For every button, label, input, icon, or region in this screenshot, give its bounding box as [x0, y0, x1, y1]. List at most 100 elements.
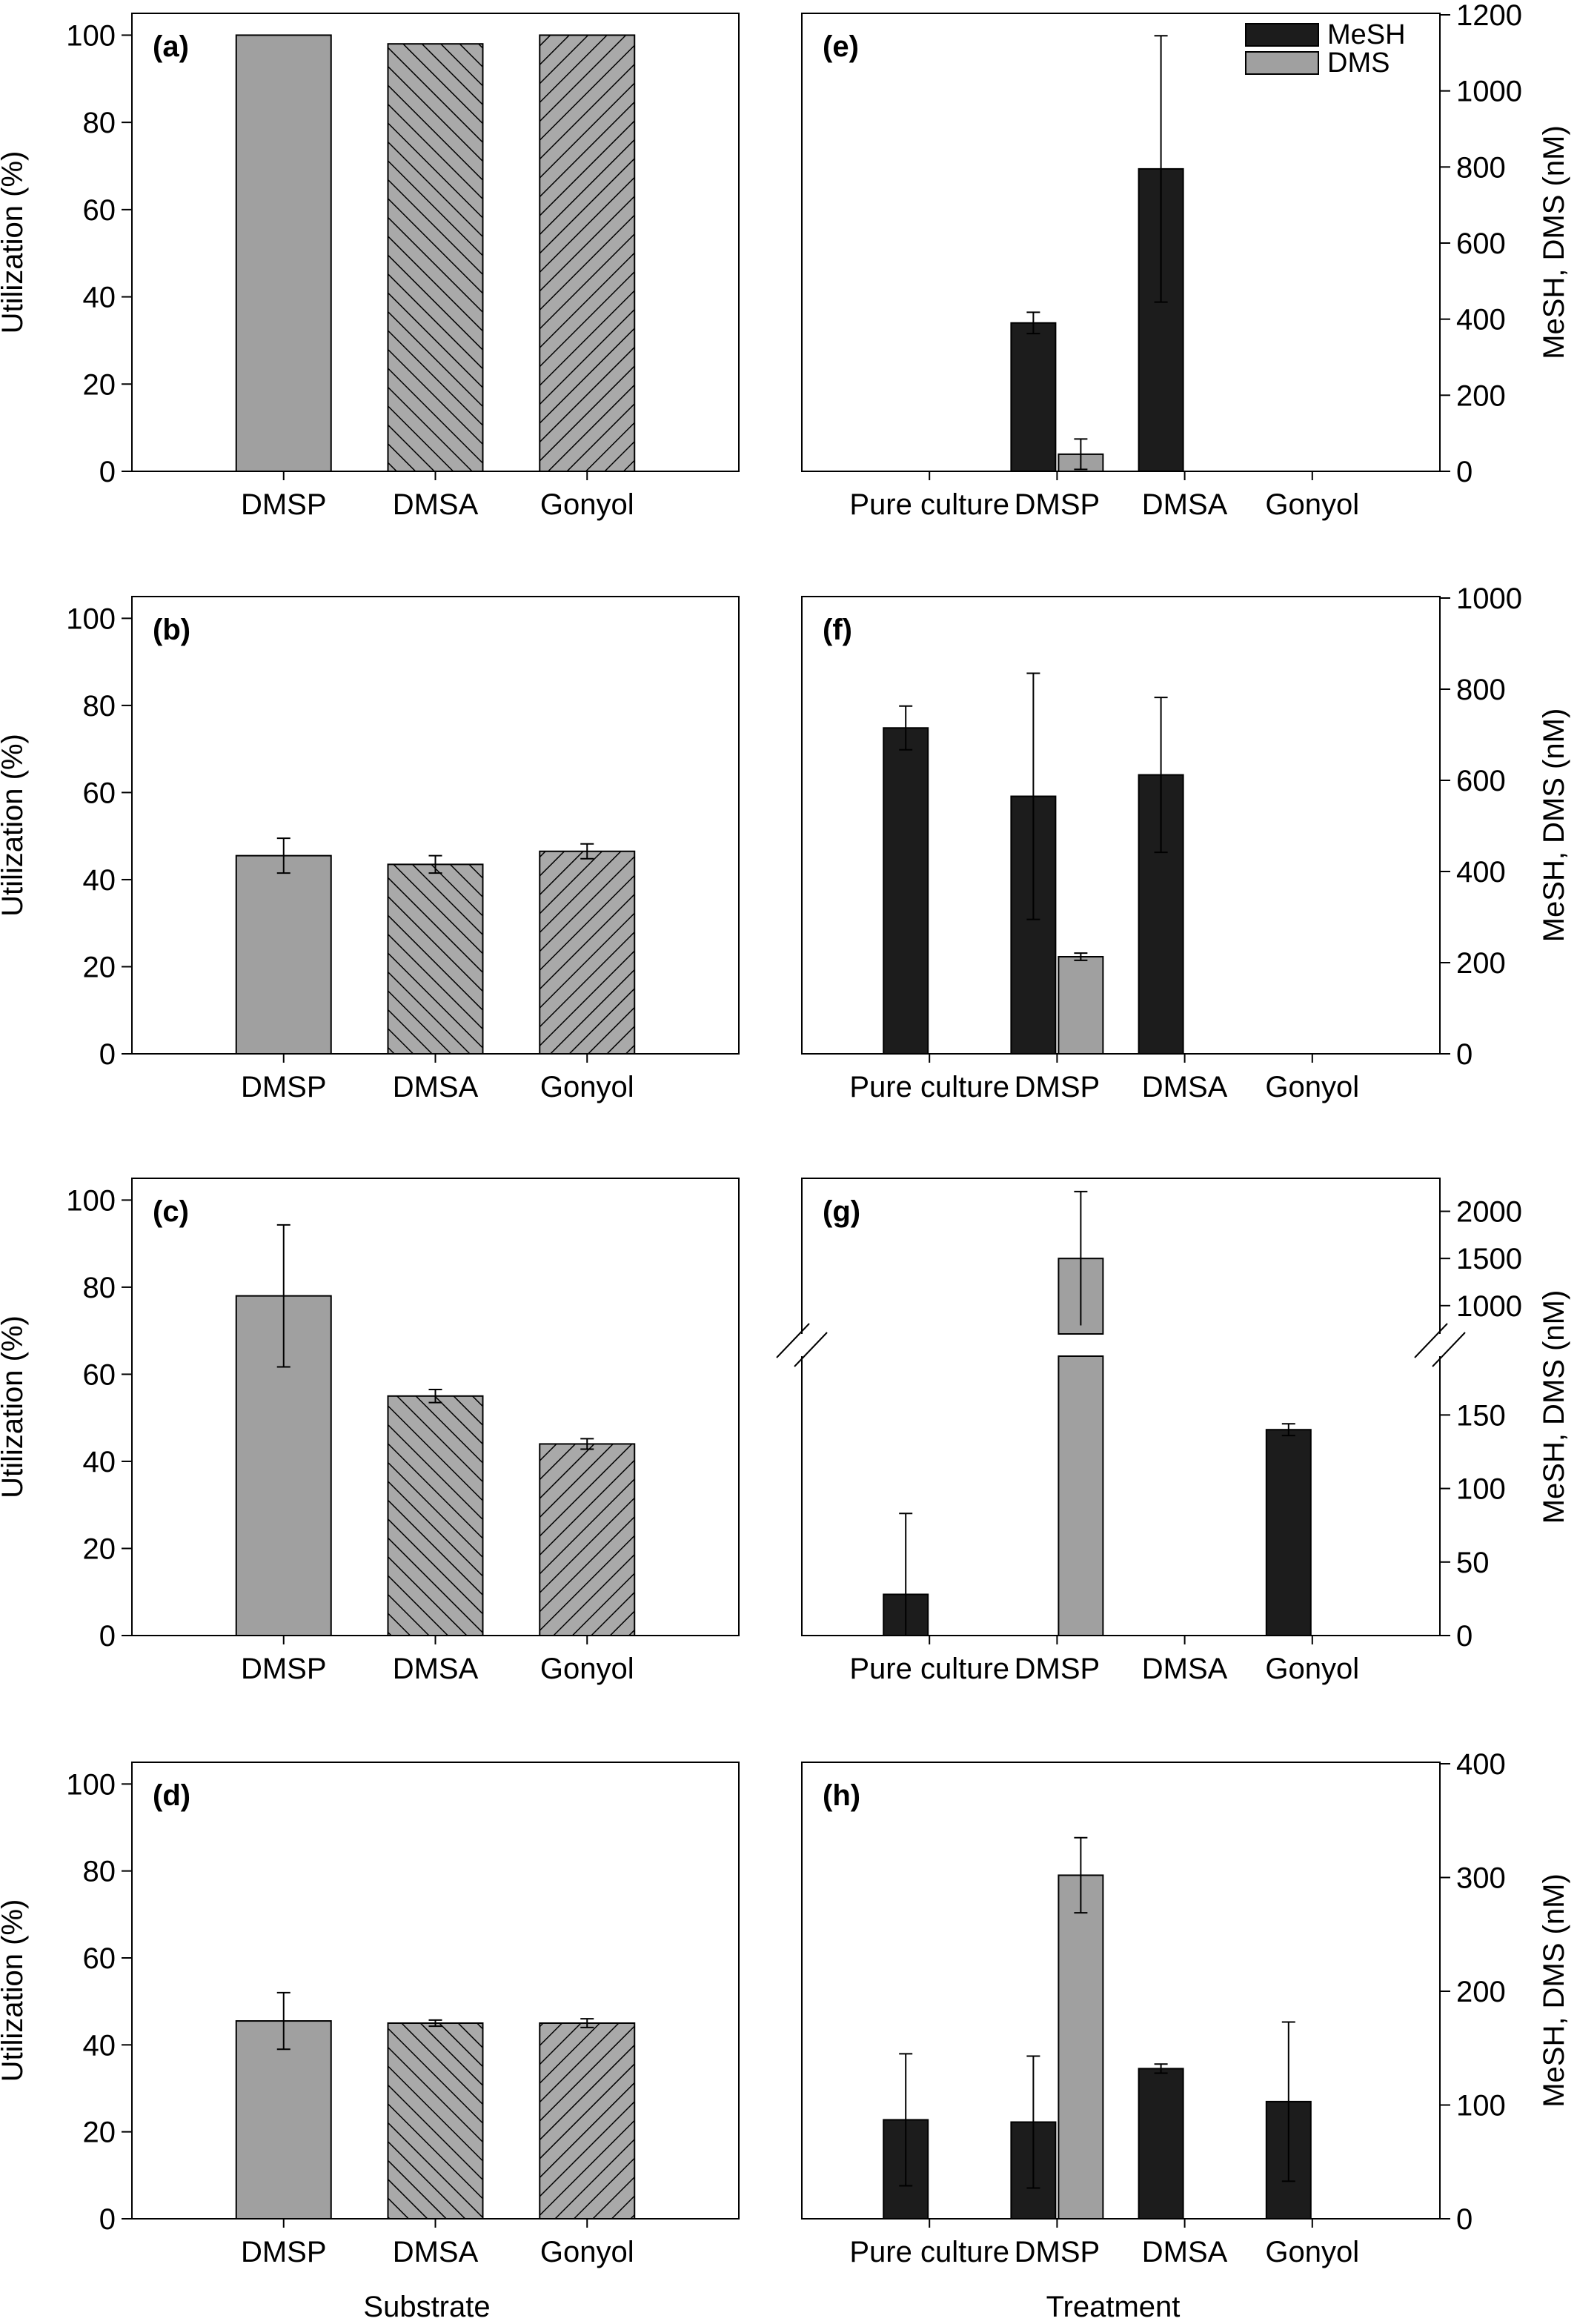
legend-label-mesh: MeSH — [1327, 19, 1406, 50]
panel-h: (h) MeSH, DMS (nM) Pure culture DMSP DMSA Gon… — [801, 1748, 1570, 2268]
x-tick-label: DMSA — [1142, 1653, 1228, 1685]
y-tick-label: 0 — [1456, 1620, 1473, 1653]
y-tick-label: 40 — [83, 864, 116, 897]
y-tick-label: 20 — [83, 2116, 116, 2149]
x-tick-label: Pure culture — [849, 488, 1009, 521]
y-axis-title: MeSH, DMS (nM) — [1538, 1290, 1570, 1524]
y-tick-label: 0 — [99, 1620, 116, 1653]
x-tick-label: DMSP — [1015, 1071, 1100, 1103]
panel-g: (g) MeSH, DMS (nM) Pure culture DMSP DMSA Gon… — [776, 1178, 1570, 1685]
bar-mesh — [1010, 322, 1057, 472]
y-axis-title: MeSH, DMS (nM) — [1538, 1873, 1570, 2108]
panel-label: (c) — [153, 1195, 189, 1228]
panel-f: (f) MeSH, DMS (nM) Pure culture DMSP DMSA Gon… — [801, 582, 1570, 1103]
bar-gonyol — [539, 34, 636, 472]
x-axis-title-substrate: Substrate — [363, 2291, 490, 2323]
plot-frame — [801, 1178, 1441, 1636]
y-tick-label: 40 — [83, 1446, 116, 1478]
plot-frame — [801, 596, 1441, 1055]
y-tick-label: 600 — [1456, 228, 1506, 260]
axis-break-mark-right — [1414, 1323, 1448, 1358]
panel-label: (a) — [153, 30, 189, 63]
x-tick-label: DMSP — [241, 1653, 327, 1685]
bar-dms — [1058, 956, 1104, 1055]
y-tick-label: 1200 — [1456, 0, 1522, 32]
x-tick-label: DMSP — [1015, 1653, 1100, 1685]
plot-frame — [801, 13, 1441, 472]
y-tick-label: 60 — [83, 1942, 116, 1975]
y-axis-title: MeSH, DMS (nM) — [1538, 125, 1570, 359]
x-tick-label: Gonyol — [540, 488, 634, 521]
y-tick-label: 2000 — [1456, 1196, 1522, 1229]
x-tick-label: Gonyol — [1265, 488, 1359, 521]
x-tick-label: DMSP — [1015, 2236, 1100, 2268]
bar-mesh — [1265, 1429, 1312, 1637]
y-tick-label: 0 — [99, 1038, 116, 1071]
y-tick-label: 100 — [1456, 1473, 1506, 1506]
y-tick-label: 1000 — [1456, 1290, 1522, 1323]
y-tick-label: 60 — [83, 777, 116, 809]
legend-label-dms: DMS — [1327, 47, 1390, 79]
y-tick-label: 100 — [1456, 2090, 1506, 2122]
panel-c: (c) Utilization (%) DMSP DMSA Gonyol 0 20 40 60 8… — [0, 1178, 740, 1685]
y-tick-label: 20 — [83, 1533, 116, 1565]
y-tick-label: 80 — [83, 107, 116, 139]
x-tick-label: DMSP — [1015, 488, 1100, 521]
x-tick-label: DMSA — [1142, 2236, 1228, 2268]
y-tick-label: 400 — [1456, 1748, 1506, 1781]
y-tick-label: 200 — [1456, 379, 1506, 412]
y-tick-label: 400 — [1456, 856, 1506, 889]
y-tick-label: 80 — [83, 690, 116, 723]
x-tick-label: DMSP — [241, 2236, 327, 2268]
panel-e: (e) MeSH, DMS (nM) Pure culture DMSP DMSA Gon… — [801, 0, 1570, 521]
axis-break-mark-left — [776, 1323, 810, 1358]
bar-dmsa — [387, 1395, 484, 1637]
bar-dms-lower — [1058, 1355, 1104, 1636]
y-tick-label: 20 — [83, 368, 116, 401]
x-tick-label: DMSP — [241, 488, 327, 521]
y-tick-label: 100 — [66, 602, 116, 635]
bar-mesh — [883, 727, 929, 1055]
axis-break-mark-left — [794, 1332, 828, 1367]
y-tick-label: 80 — [83, 1856, 116, 1888]
x-tick-label: DMSP — [241, 1071, 327, 1103]
legend-swatch-dms — [1245, 51, 1319, 75]
panel-label: (g) — [823, 1195, 860, 1228]
x-tick-label: Gonyol — [540, 1071, 634, 1103]
bar-dmsa — [387, 2022, 484, 2220]
y-tick-label: 40 — [83, 282, 116, 314]
y-tick-label: 100 — [66, 19, 116, 52]
axis-break-gap-right — [1418, 1334, 1462, 1356]
x-tick-label: Gonyol — [1265, 1071, 1359, 1103]
y-axis-title: Utilization (%) — [0, 1315, 29, 1498]
axis-break-gap-left — [780, 1334, 824, 1356]
y-tick-label: 0 — [99, 2203, 116, 2236]
y-tick-label: 300 — [1456, 1862, 1506, 1895]
bar-dmsp — [235, 34, 332, 472]
bar-gonyol — [539, 2022, 636, 2220]
y-axis-title: Utilization (%) — [0, 151, 29, 334]
y-tick-label: 100 — [66, 1768, 116, 1801]
y-tick-label: 0 — [1456, 2203, 1473, 2236]
bar-dmsa — [387, 863, 484, 1055]
legend-swatch-mesh — [1245, 23, 1319, 47]
y-tick-label: 1500 — [1456, 1243, 1522, 1275]
y-axis-title: MeSH, DMS (nM) — [1538, 708, 1570, 943]
y-tick-label: 60 — [83, 194, 116, 227]
bar-dmsp — [235, 2020, 332, 2220]
y-tick-label: 1000 — [1456, 76, 1522, 108]
y-tick-label: 200 — [1456, 1976, 1506, 2008]
panel-label: (d) — [153, 1779, 190, 1812]
y-tick-label: 600 — [1456, 765, 1506, 797]
panel-label: (e) — [823, 30, 859, 63]
y-tick-label: 200 — [1456, 947, 1506, 980]
bar-dmsp — [235, 854, 332, 1055]
x-tick-label: Pure culture — [849, 1071, 1009, 1103]
axis-break-mark-right — [1432, 1332, 1466, 1367]
panel-label: (h) — [823, 1779, 860, 1812]
x-tick-label: Pure culture — [849, 1653, 1009, 1685]
y-tick-label: 80 — [83, 1272, 116, 1304]
x-tick-label: Pure culture — [849, 2236, 1009, 2268]
y-tick-label: 0 — [1456, 456, 1473, 488]
